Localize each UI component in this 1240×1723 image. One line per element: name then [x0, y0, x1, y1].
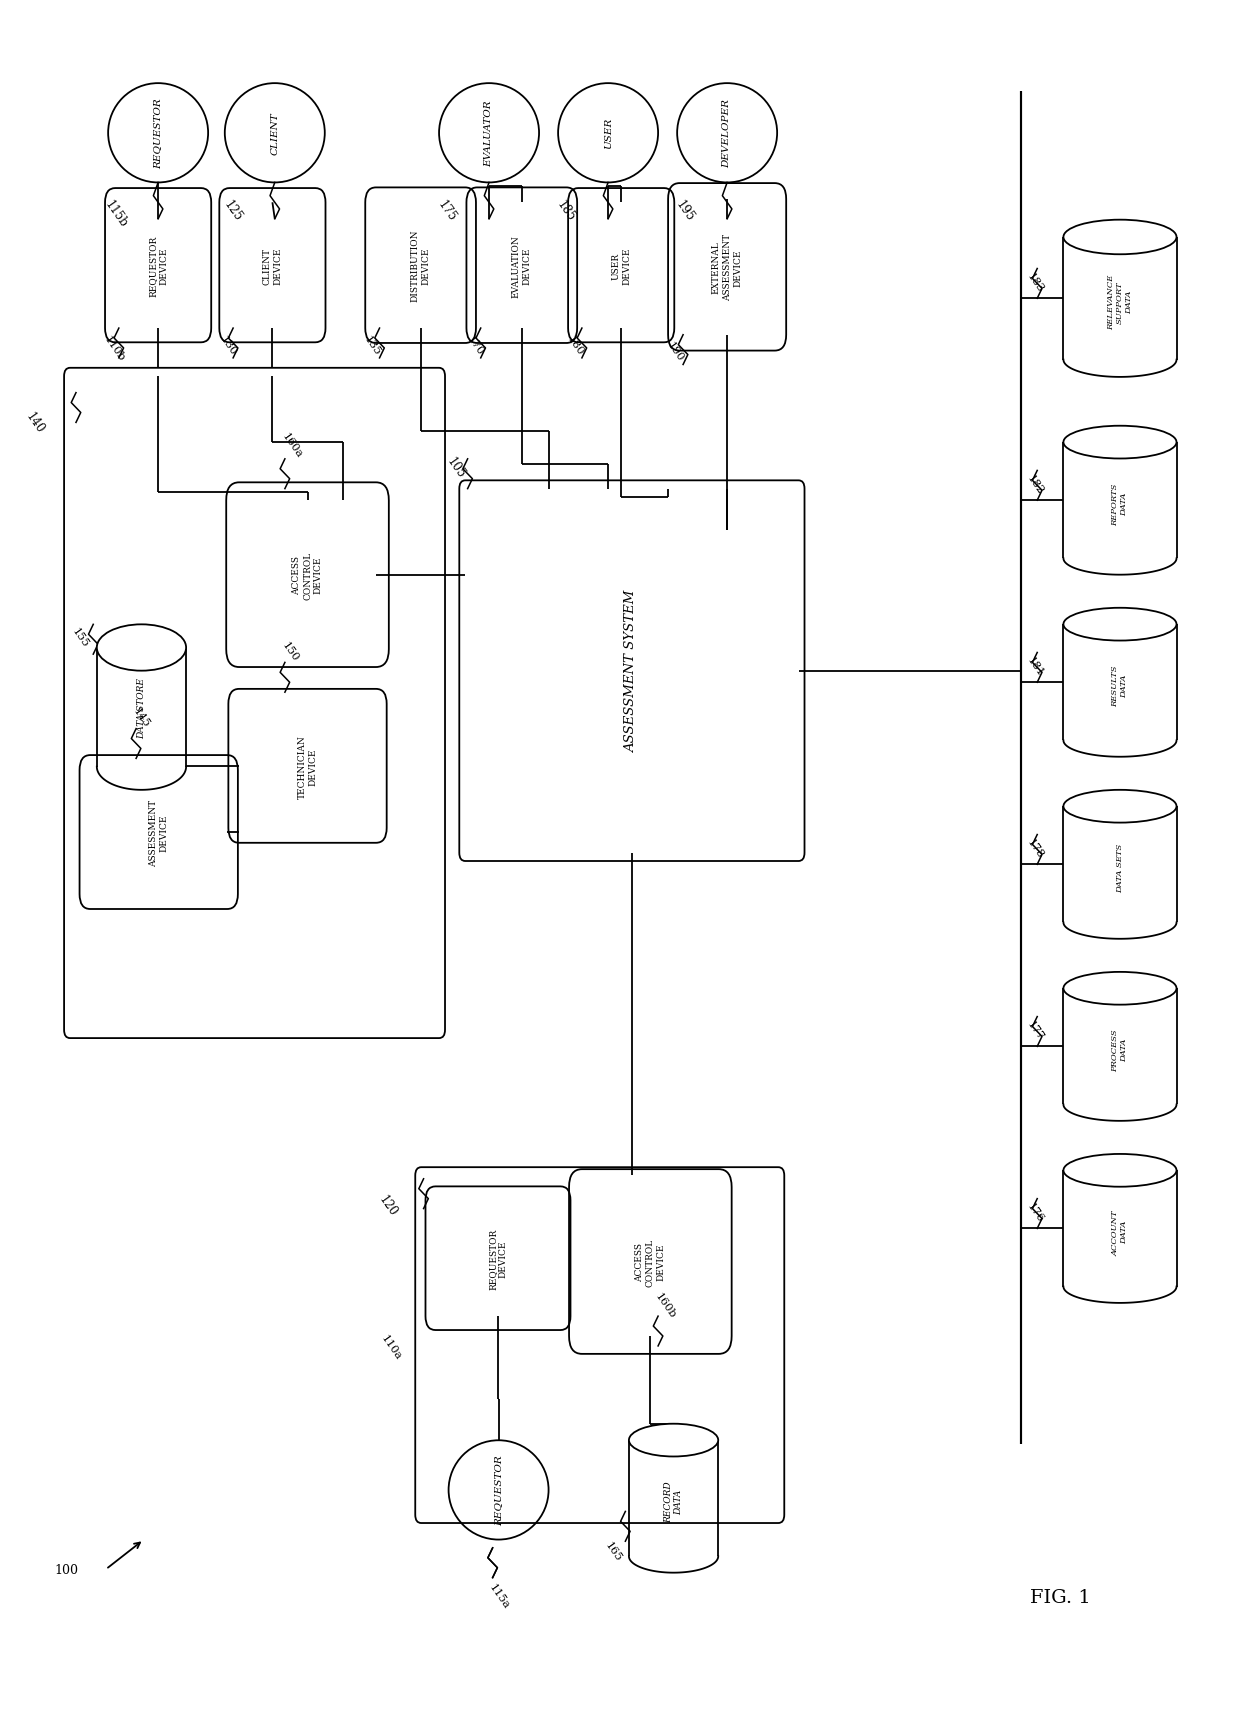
Text: 165: 165 [603, 1540, 622, 1563]
Text: 120: 120 [377, 1192, 399, 1218]
Text: USER
DEVICE: USER DEVICE [611, 248, 631, 284]
Text: 176: 176 [1025, 1201, 1045, 1223]
Ellipse shape [1064, 427, 1177, 460]
Text: 150: 150 [280, 639, 300, 663]
Text: 155: 155 [71, 627, 91, 650]
Text: ACCOUNT
DATA: ACCOUNT DATA [1111, 1210, 1128, 1254]
Ellipse shape [97, 625, 186, 672]
Text: 170: 170 [465, 334, 486, 357]
Text: EVALUATION
DEVICE: EVALUATION DEVICE [512, 234, 532, 298]
Text: 181: 181 [1025, 655, 1045, 677]
Text: RESULTS
DATA: RESULTS DATA [1111, 665, 1128, 706]
Text: 110a: 110a [379, 1332, 403, 1361]
Text: DATA STORE: DATA STORE [136, 677, 146, 737]
Text: 190: 190 [665, 341, 686, 364]
Text: 175: 175 [435, 198, 459, 224]
Ellipse shape [1064, 791, 1177, 824]
Text: FIG. 1: FIG. 1 [1030, 1589, 1091, 1606]
Ellipse shape [1064, 972, 1177, 1005]
Text: 145: 145 [131, 706, 151, 729]
Text: 100: 100 [55, 1563, 78, 1577]
Text: 105: 105 [444, 455, 467, 481]
Text: EVALUATOR: EVALUATOR [485, 100, 494, 167]
Text: 183: 183 [1025, 271, 1045, 295]
Text: TECHNICIAN
DEVICE: TECHNICIAN DEVICE [298, 734, 317, 798]
Text: 180: 180 [565, 334, 585, 357]
Ellipse shape [1064, 608, 1177, 641]
Text: 135: 135 [362, 334, 382, 357]
Ellipse shape [1064, 1154, 1177, 1187]
Text: DISTRIBUTION
DEVICE: DISTRIBUTION DEVICE [410, 229, 430, 302]
Text: 130: 130 [218, 334, 238, 357]
Text: USER: USER [604, 119, 613, 150]
Text: CLIENT: CLIENT [270, 112, 279, 155]
Text: 160b: 160b [653, 1291, 678, 1320]
Text: REQUESTOR
DEVICE: REQUESTOR DEVICE [149, 236, 167, 296]
Text: RECORD
DATA: RECORD DATA [663, 1480, 683, 1523]
Text: 115b: 115b [102, 198, 130, 231]
Text: REPORTS
DATA: REPORTS DATA [1111, 482, 1128, 526]
Text: 125: 125 [221, 198, 244, 224]
Text: CLIENT
DEVICE: CLIENT DEVICE [263, 248, 283, 284]
Text: 140: 140 [22, 410, 46, 436]
Text: DEVELOPER: DEVELOPER [723, 100, 732, 169]
Ellipse shape [1064, 221, 1177, 255]
Ellipse shape [629, 1423, 718, 1456]
Text: 115a: 115a [486, 1582, 511, 1609]
Text: ASSESSMENT
DEVICE: ASSESSMENT DEVICE [149, 799, 169, 867]
Text: 178: 178 [1025, 837, 1045, 860]
Text: 110b: 110b [102, 334, 126, 364]
Text: EXTERNAL
ASSESSMENT
DEVICE: EXTERNAL ASSESSMENT DEVICE [712, 234, 743, 302]
Text: 195: 195 [673, 198, 697, 224]
Text: PROCESS
DATA: PROCESS DATA [1111, 1029, 1128, 1072]
Text: REQUESTOR
DEVICE: REQUESTOR DEVICE [489, 1228, 508, 1289]
Text: 177: 177 [1025, 1018, 1045, 1042]
Text: 185: 185 [554, 198, 578, 224]
Text: 160a: 160a [280, 431, 304, 460]
Text: ACCESS
CONTROL
DEVICE: ACCESS CONTROL DEVICE [293, 551, 322, 600]
Text: REQUESTOR: REQUESTOR [154, 98, 162, 169]
Text: DATA SETS: DATA SETS [1116, 844, 1123, 893]
Text: 182: 182 [1025, 472, 1045, 496]
Text: ASSESSMENT SYSTEM: ASSESSMENT SYSTEM [625, 591, 639, 753]
Text: REQUESTOR: REQUESTOR [494, 1454, 503, 1525]
Text: RELEVANCE
SUPPORT
DATA: RELEVANCE SUPPORT DATA [1107, 276, 1133, 331]
Text: ACCESS
CONTROL
DEVICE: ACCESS CONTROL DEVICE [635, 1237, 666, 1285]
